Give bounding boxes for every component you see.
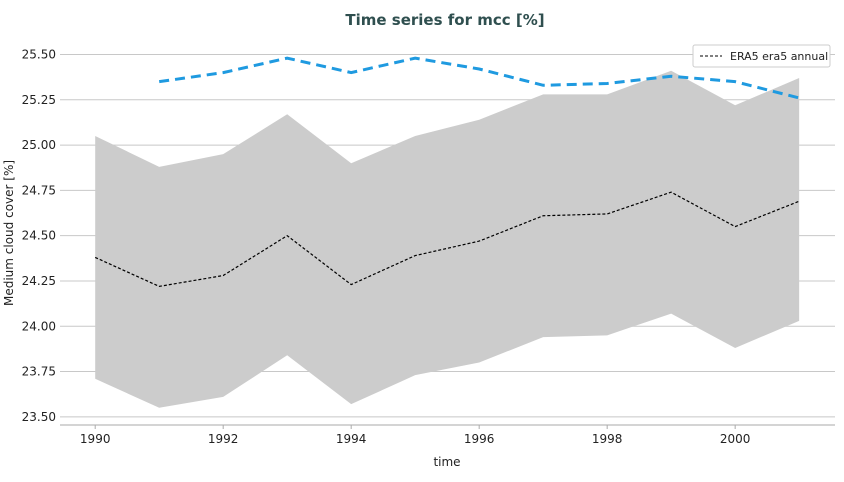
y-tick-label: 25.50 <box>22 47 56 61</box>
x-axis-label: time <box>433 455 460 469</box>
x-tick-label: 1992 <box>208 432 239 446</box>
y-tick-label: 25.25 <box>22 93 56 107</box>
y-tick-label: 24.25 <box>22 274 56 288</box>
x-tick-label: 1998 <box>592 432 623 446</box>
x-tick-label: 1996 <box>464 432 495 446</box>
y-tick-label: 23.75 <box>22 365 56 379</box>
legend: ERA5 era5 annual <box>692 44 831 68</box>
x-tick-label: 2000 <box>720 432 751 446</box>
chart-title: Time series for mcc [%] <box>345 11 544 29</box>
y-tick-label: 25.00 <box>22 138 56 152</box>
y-tick-label: 23.50 <box>22 410 56 424</box>
legend-box <box>692 44 831 68</box>
x-tick-label: 1990 <box>80 432 111 446</box>
x-tick-label: 1994 <box>336 432 367 446</box>
y-tick-label: 24.50 <box>22 229 56 243</box>
series-line-blue <box>158 56 800 100</box>
legend-label: ERA5 era5 annual <box>730 50 828 63</box>
y-axis-label: Medium cloud cover [%] <box>2 160 16 306</box>
y-tick-label: 24.75 <box>22 183 56 197</box>
spread-band <box>95 70 800 408</box>
y-tick-label: 24.00 <box>22 319 56 333</box>
